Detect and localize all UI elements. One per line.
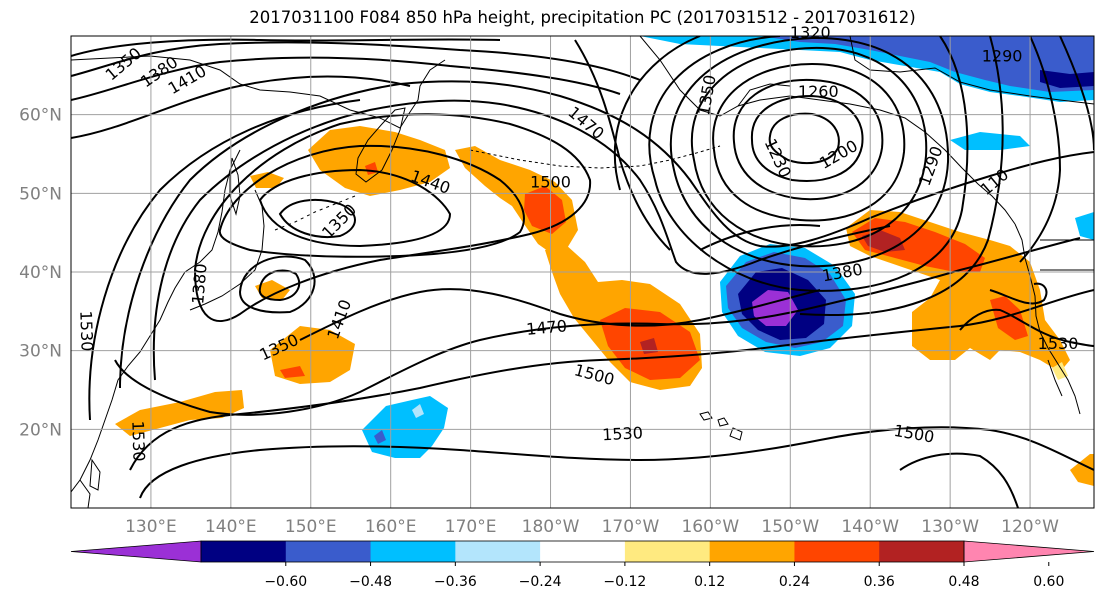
colorbar-tick-label: −0.36 xyxy=(434,574,477,590)
contour-label: 1470 xyxy=(525,316,567,338)
colorbar-tick-label: 0.24 xyxy=(779,574,810,590)
lon-tick-label: 160°W xyxy=(681,517,739,537)
colorbar-segment xyxy=(540,541,626,562)
contour-label-text: 1530 xyxy=(1038,334,1079,353)
longitude-tick-labels: 130°E 140°E 150°E 160°E 170°E 180°W 170°W 160°W… xyxy=(125,517,1059,537)
colorbar-tick-label: 0.12 xyxy=(694,574,725,590)
lon-tick-label: 130°E xyxy=(125,517,177,537)
colorbar-segment xyxy=(201,541,287,562)
contour-label-text: 1470 xyxy=(525,316,567,338)
colorbar-segment xyxy=(455,541,541,562)
contour-label-text: 1500 xyxy=(530,173,571,192)
colorbar-tick-label: −0.48 xyxy=(349,574,392,590)
lon-tick-label: 140°W xyxy=(841,517,899,537)
contour-label: 1530 xyxy=(76,310,96,351)
contour-label-text: 1530 xyxy=(128,420,148,461)
lat-tick-label: 30°N xyxy=(19,342,62,362)
colorbar-extend-high xyxy=(963,540,1095,563)
contour-label: 1530 xyxy=(1038,334,1079,353)
contour-label: 1500 xyxy=(530,173,571,192)
colorbar-segment xyxy=(709,541,795,562)
colorbar-tick-label: 0.36 xyxy=(864,574,895,590)
colorbar-extend-low xyxy=(70,540,202,563)
height-contours xyxy=(71,36,1094,508)
plot-frame xyxy=(70,35,1095,509)
contour-label-text: 1260 xyxy=(798,82,839,101)
lat-tick-label: 20°N xyxy=(19,420,62,440)
colorbar-tick-label: −0.12 xyxy=(603,574,646,590)
lon-tick-label: 170°W xyxy=(602,517,660,537)
colorbar-segment xyxy=(285,541,372,562)
lon-tick-label: 150°W xyxy=(761,517,819,537)
colorbar: −0.60 −0.48 −0.36 −0.24 −0.12 0.12 0.24 0.36 0.4… xyxy=(70,540,1095,590)
lon-tick-label: 180°W xyxy=(522,517,580,537)
colorbar-tick-label: −0.24 xyxy=(519,574,562,590)
colorbar-segment xyxy=(624,541,711,562)
lon-tick-label: 120°W xyxy=(1001,517,1059,537)
colorbar-segment xyxy=(794,541,880,562)
gridlines xyxy=(71,36,1094,508)
contour-label: 1530 xyxy=(602,423,644,444)
colorbar-tick-label: −0.60 xyxy=(264,574,307,590)
lon-tick-label: 170°E xyxy=(445,517,497,537)
contour-label: 1530 xyxy=(128,420,148,461)
coastlines xyxy=(71,36,1094,508)
contour-label: 1290 xyxy=(982,47,1023,66)
colorbar-segment xyxy=(879,541,965,562)
colorbar-tick-label: 0.48 xyxy=(948,574,979,590)
contour-label-text: 1380 xyxy=(188,263,210,305)
precipitation-shading xyxy=(115,36,1094,486)
lon-tick-label: 160°E xyxy=(365,517,417,537)
contour-label-text: 1530 xyxy=(602,423,644,444)
contour-label-text: 1290 xyxy=(982,47,1023,66)
contour-label: 1380 xyxy=(188,263,210,305)
lat-tick-label: 40°N xyxy=(19,263,62,283)
lon-tick-label: 130°W xyxy=(921,517,979,537)
latitude-tick-labels: 60°N 50°N 40°N 30°N 20°N xyxy=(19,106,62,441)
contour-label: 1320 xyxy=(790,23,831,42)
colorbar-tick-label: 0.60 xyxy=(1033,574,1064,590)
map-title: 2017031100 F084 850 hPa height, precipit… xyxy=(249,8,916,27)
lat-tick-label: 50°N xyxy=(19,184,62,204)
lon-tick-label: 150°E xyxy=(285,517,337,537)
contour-label: 1260 xyxy=(798,82,839,101)
contour-label-text: 1320 xyxy=(790,23,831,42)
contour-label-text: 1530 xyxy=(76,310,96,351)
lon-tick-label: 140°E xyxy=(205,517,257,537)
lat-tick-label: 60°N xyxy=(19,106,62,126)
colorbar-frame xyxy=(200,540,965,563)
colorbar-segment xyxy=(370,541,456,562)
